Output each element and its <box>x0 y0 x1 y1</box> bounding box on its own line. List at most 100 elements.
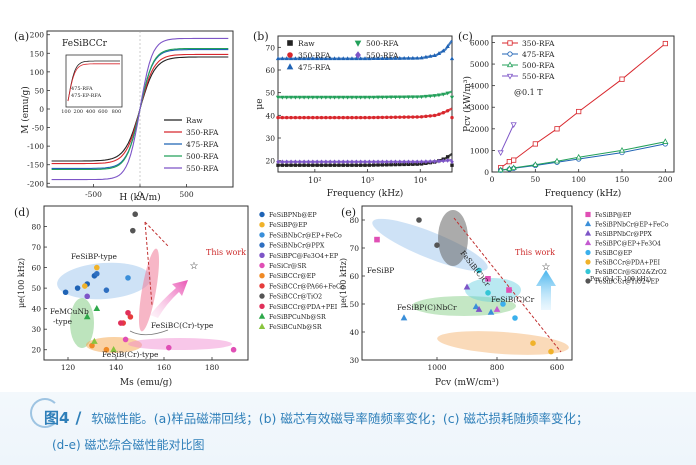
d-point-6 <box>103 346 110 353</box>
d-label-fesibccr: FeSiBC(Cr)-type <box>151 321 214 330</box>
b-point-1 <box>398 115 402 119</box>
e-legend-label: FeSiBC@EP <box>595 250 632 257</box>
b-point-4 <box>306 159 311 165</box>
d-ytick-label: 80 <box>31 223 41 232</box>
b-point-4 <box>415 159 420 165</box>
b-point-0 <box>350 163 354 167</box>
b-point-0 <box>358 163 363 167</box>
b-point-3 <box>432 94 437 98</box>
e-legend-label: FeSiBPC@EP+Fe3O4 <box>595 241 661 248</box>
b-ytick-label: 70 <box>265 43 275 52</box>
c-point-0 <box>554 126 560 132</box>
b-point-0 <box>345 163 350 167</box>
e-xtick-label: 600 <box>550 363 565 372</box>
e-region-fesibccr <box>465 278 521 302</box>
panel-e-points <box>374 217 554 355</box>
panel-b-series <box>275 39 455 167</box>
b-point-4 <box>411 159 415 165</box>
b-point-4 <box>297 159 302 165</box>
e-legend-marker <box>585 211 591 218</box>
b-point-3 <box>297 95 302 100</box>
b-point-2 <box>402 55 407 60</box>
b-point-2 <box>301 56 307 61</box>
caption-decor-icon <box>30 398 60 428</box>
d-legend-label: FeSiBCCr@TiO2 <box>269 294 322 301</box>
panel-d-xlabel: Ms (emu/g) <box>120 377 172 388</box>
c-point-2 <box>575 153 582 160</box>
b-point-2 <box>397 55 402 60</box>
b-point-3 <box>441 92 446 97</box>
b-point-1 <box>350 115 354 120</box>
e-legend-marker <box>584 220 592 227</box>
d-point-8 <box>130 227 136 234</box>
b-point-2 <box>293 56 298 61</box>
b-point-3 <box>349 95 355 100</box>
c-point-0 <box>619 76 625 82</box>
b-point-4 <box>406 159 411 165</box>
d-point-11 <box>110 346 117 353</box>
e-label-fesibp: FeSiBP <box>367 266 394 275</box>
d-legend-label: FeSiBP@EP <box>269 222 308 229</box>
e-ytick-label: 60 <box>349 272 359 281</box>
e-legend-label: FeSiBPNbCr@EP+FeCo <box>595 222 669 229</box>
d-limit-line-2 <box>144 221 153 306</box>
d-xtick-label: 120 <box>61 363 76 372</box>
a-xtick-label: 0 <box>138 190 143 199</box>
d-point-7 <box>127 314 134 320</box>
b-legend-marker <box>287 52 293 58</box>
d-legend-label: FeSiBCCr@PA66+FeCo <box>269 283 345 290</box>
c-point-2 <box>510 164 517 171</box>
b-point-4 <box>341 159 346 165</box>
d-xtick-label: 160 <box>157 363 172 372</box>
b-point-2 <box>428 53 433 58</box>
d-legend-marker <box>259 242 265 248</box>
c-ytick-label: 6000 <box>470 38 489 47</box>
a-ytick-label: -150 <box>27 161 44 170</box>
b-point-1 <box>302 115 306 120</box>
b-point-2 <box>341 56 346 61</box>
panel-b: (b) 20 30 40 50 60 70 10² 10³ 10⁴ Raw 350-RFA 475… <box>253 30 455 199</box>
b-point-3 <box>328 95 333 100</box>
b-point-4 <box>293 159 298 165</box>
b-point-3 <box>419 95 424 100</box>
d-legend-label: FeSiBCCr@PDA+PEI <box>269 304 338 311</box>
b-point-2 <box>332 56 337 61</box>
d-point-9 <box>125 309 131 316</box>
panel-e-legend: FeSiBP@EP FeSiBPNbCr@EP+FeCo FeSiBPNbCr@PP… <box>584 211 669 286</box>
b-point-3 <box>323 95 328 100</box>
b-point-0 <box>324 163 328 167</box>
b-point-2 <box>384 56 389 60</box>
d-thiswork-star: ☆ <box>190 261 199 272</box>
b-point-2 <box>388 56 394 60</box>
panel-d-legend: FeSiBPNb@EP FeSiBP@EP FeSiBNbCr@EP+FeCo FeS… <box>258 211 345 331</box>
c-point-2 <box>553 157 561 164</box>
e-point-2 <box>475 305 483 312</box>
b-point-3 <box>393 95 398 100</box>
panel-c: (c) 0 1000 2000 3000 4000 5000 6000 0 50 100 150 2… <box>458 30 675 199</box>
d-point-6 <box>89 342 95 349</box>
d-xtick-label: 180 <box>205 363 220 372</box>
b-point-4 <box>319 159 324 165</box>
d-point-10 <box>83 313 91 320</box>
d-point-2 <box>125 275 131 281</box>
e-point-7 <box>434 242 440 249</box>
b-point-1 <box>428 114 432 118</box>
b-xtick-label: 10³ <box>361 176 374 185</box>
b-point-3 <box>423 94 429 99</box>
e-region-fesibcr <box>438 210 468 266</box>
b-point-2 <box>371 56 376 61</box>
a-ytick-label: -50 <box>32 124 44 133</box>
b-point-2 <box>393 56 398 60</box>
d-region-fesibccr <box>138 248 160 332</box>
e-ytick-label: 30 <box>349 356 359 365</box>
d-legend-marker <box>259 211 265 218</box>
b-point-3 <box>397 95 402 100</box>
b-point-3 <box>336 95 342 100</box>
d-legend-label: FeSiBCuNb@SR <box>269 324 322 331</box>
e-legend-marker <box>584 230 592 236</box>
b-point-2 <box>375 56 381 61</box>
b-point-3 <box>415 95 420 100</box>
c-point-2 <box>532 161 539 167</box>
d-point-3 <box>103 287 110 293</box>
panel-d-letter: (d) <box>14 206 30 219</box>
